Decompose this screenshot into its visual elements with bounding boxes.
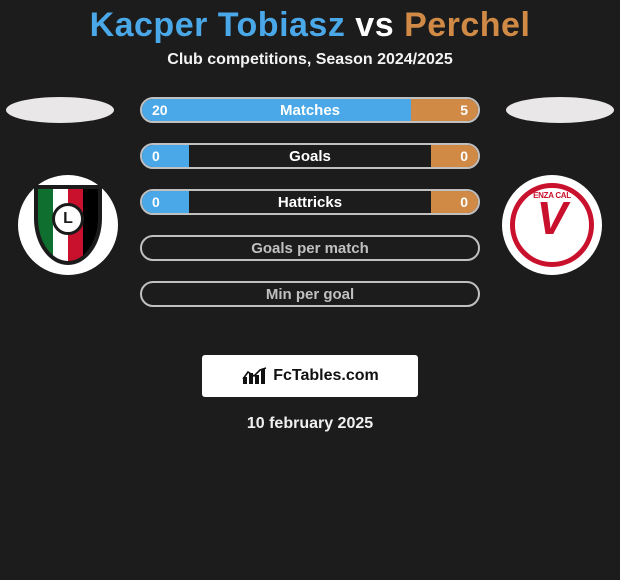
comparison-stage: ENZA CAL V 20 5 Matches 0 0 Goals 0 0 Hattricks G…: [0, 97, 620, 337]
vs-text: vs: [345, 6, 404, 44]
stat-right-value: 0: [450, 191, 478, 213]
stat-bars: 20 5 Matches 0 0 Goals 0 0 Hattricks Goals per ma…: [140, 97, 480, 307]
player1-ellipse: [6, 97, 114, 123]
stat-right-value: 5: [450, 99, 478, 121]
legia-crest-icon: [34, 185, 102, 265]
player1-name: Kacper Tobiasz: [90, 6, 346, 44]
stat-label: Hattricks: [278, 194, 342, 211]
brand-text: FcTables.com: [273, 367, 379, 385]
stat-row-min-per-goal: Min per goal: [140, 281, 480, 307]
stat-left-value: 20: [142, 99, 178, 121]
player2-name: Perchel: [404, 6, 530, 44]
chart-icon: [241, 366, 269, 386]
brand-badge: FcTables.com: [202, 355, 418, 397]
stat-row-goals: 0 0 Goals: [140, 143, 480, 169]
date-text: 10 february 2025: [0, 415, 620, 433]
stat-label: Min per goal: [266, 286, 354, 303]
player2-club-badge: ENZA CAL V: [502, 175, 602, 275]
stat-left-value: 0: [142, 145, 170, 167]
stat-row-goals-per-match: Goals per match: [140, 235, 480, 261]
stat-row-matches: 20 5 Matches: [140, 97, 480, 123]
comparison-title: Kacper Tobiasz vs Perchel: [0, 0, 620, 45]
stat-right-value: 0: [450, 145, 478, 167]
subtitle: Club competitions, Season 2024/2025: [0, 51, 620, 69]
player2-ellipse: [506, 97, 614, 123]
vicenza-crest-icon: ENZA CAL V: [510, 183, 594, 267]
player1-club-badge: [18, 175, 118, 275]
stat-label: Matches: [280, 102, 340, 119]
stat-left-value: 0: [142, 191, 170, 213]
stat-label: Goals: [289, 148, 331, 165]
stat-label: Goals per match: [251, 240, 369, 257]
stat-row-hattricks: 0 0 Hattricks: [140, 189, 480, 215]
